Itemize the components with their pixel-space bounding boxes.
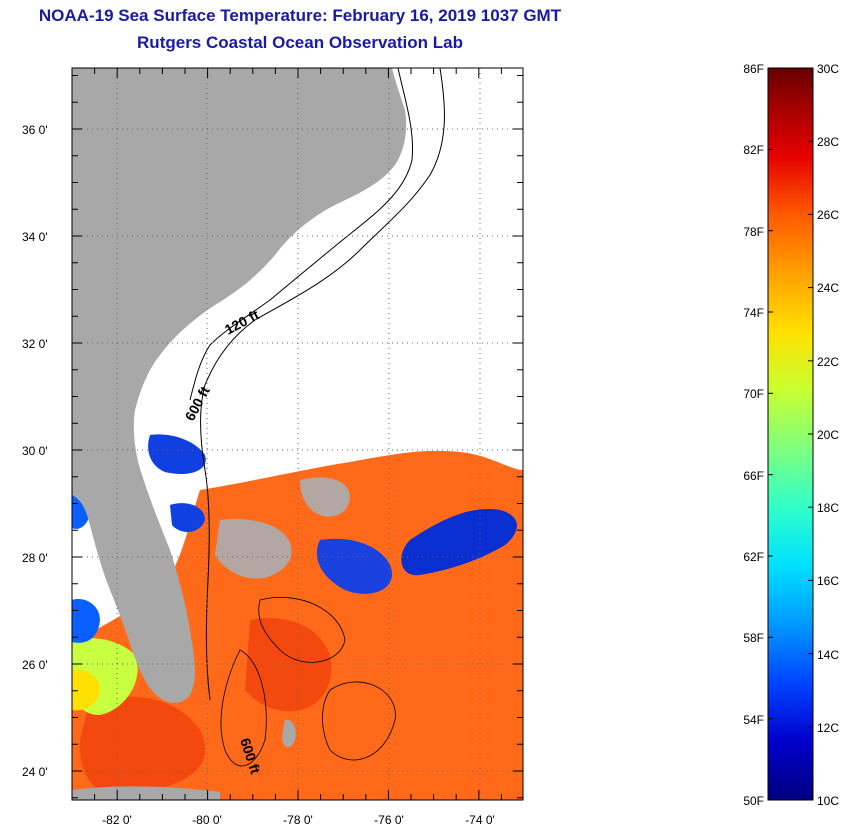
latitude-labels: 36 0' 34 0' 32 0' 30 0' 28 0' 26 0' 24 0… <box>22 123 48 779</box>
contour-bahamas <box>220 597 396 767</box>
lon-label-80: -80 0' <box>192 813 222 827</box>
cb-c-20: 20C <box>817 428 839 442</box>
lat-label-30: 30 0' <box>22 444 48 458</box>
contour-600ft <box>200 68 445 701</box>
map-title: NOAA-19 Sea Surface Temperature: Februar… <box>38 6 562 25</box>
cb-f-86: 86F <box>743 62 764 76</box>
lat-label-32: 32 0' <box>22 337 48 351</box>
cb-c-30: 30C <box>817 62 839 76</box>
cb-f-62: 62F <box>743 550 764 564</box>
cold-water-florida-coast <box>148 434 206 532</box>
colorbar-ticks <box>768 67 813 801</box>
cb-f-66: 66F <box>743 469 764 483</box>
land-bahamas <box>282 719 296 748</box>
cb-c-22: 22C <box>817 355 839 369</box>
cb-c-18: 18C <box>817 501 839 515</box>
lat-label-36: 36 0' <box>22 123 48 137</box>
cb-f-74: 74F <box>743 306 764 320</box>
map-subtitle: Rutgers Coastal Ocean Observation Lab <box>137 33 463 52</box>
cb-f-50: 50F <box>743 794 764 808</box>
longitude-labels: -82 0' -80 0' -78 0' -76 0' -74 0' <box>102 813 495 827</box>
gulf-blue-water <box>72 489 100 643</box>
temperature-colorbar: 86F 82F 78F 74F 70F 66F 62F 58F 54F 50F … <box>743 62 839 808</box>
axis-ticks <box>71 68 523 800</box>
cb-f-70: 70F <box>743 387 764 401</box>
gulf-yellow-water <box>72 669 100 711</box>
land-mass <box>72 68 407 703</box>
cb-f-54: 54F <box>743 713 764 727</box>
land-cuba <box>72 786 220 800</box>
cb-c-26: 26C <box>817 208 839 222</box>
cb-c-10: 10C <box>817 794 839 808</box>
lon-label-76: -76 0' <box>374 813 404 827</box>
colorbar-scale <box>767 67 814 801</box>
colorbar-celsius-labels: 30C 28C 26C 24C 22C 20C 18C 16C 14C 12C … <box>817 62 839 808</box>
lat-label-24: 24 0' <box>22 765 48 779</box>
lat-label-28: 28 0' <box>22 551 48 565</box>
cb-c-14: 14C <box>817 648 839 662</box>
hot-water-patches <box>79 618 332 795</box>
graticule <box>72 68 523 800</box>
cold-water-central <box>316 538 392 594</box>
lon-label-82: -82 0' <box>102 813 132 827</box>
cb-c-24: 24C <box>817 281 839 295</box>
cb-c-16: 16C <box>817 574 839 588</box>
cb-f-78: 78F <box>743 225 764 239</box>
colorbar-fahrenheit-labels: 86F 82F 78F 74F 70F 66F 62F 58F 54F 50F <box>743 62 764 808</box>
cool-water-patches <box>215 477 350 579</box>
lat-label-34: 34 0' <box>22 230 48 244</box>
cb-c-28: 28C <box>817 135 839 149</box>
cold-water-east <box>401 509 517 576</box>
map-plot-area: 120 ft 600 ft 600 ft <box>72 68 523 800</box>
lon-label-74: -74 0' <box>465 813 495 827</box>
cb-f-82: 82F <box>743 143 764 157</box>
lon-label-78: -78 0' <box>283 813 313 827</box>
cb-c-12: 12C <box>817 721 839 735</box>
cb-f-58: 58F <box>743 631 764 645</box>
contour-120ft <box>189 68 414 401</box>
lat-label-26: 26 0' <box>22 658 48 672</box>
